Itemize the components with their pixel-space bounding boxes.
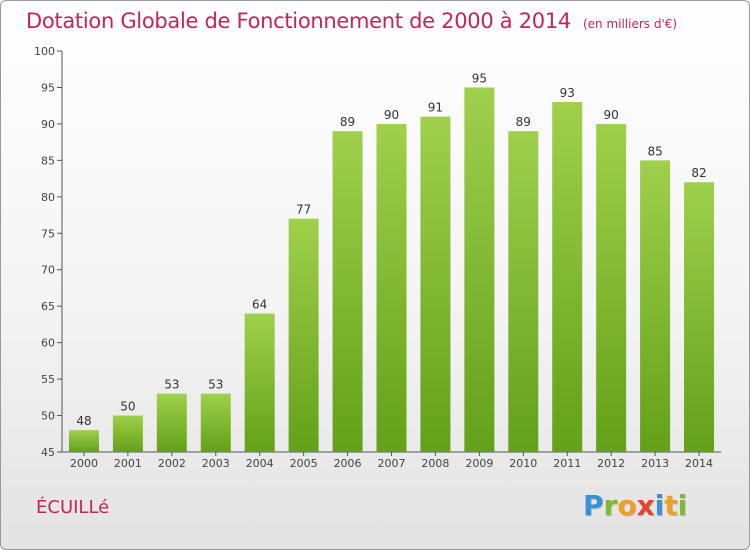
bar-2001 xyxy=(112,415,143,452)
value-label-2001: 50 xyxy=(120,400,135,414)
x-tick-label-2009: 2009 xyxy=(465,457,493,470)
value-label-2013: 85 xyxy=(647,144,662,158)
value-label-2003: 53 xyxy=(208,378,223,392)
chart-subtitle: (en milliers d'€) xyxy=(582,17,678,31)
bar-2012 xyxy=(596,123,627,452)
value-label-2000: 48 xyxy=(76,414,91,428)
y-tick-label: 95 xyxy=(41,81,55,94)
y-tick-label: 55 xyxy=(41,373,55,386)
chart-axes: 45 50 55 60 65 70 75 80 85 90 95 100 xyxy=(34,45,721,459)
y-tick-label: 100 xyxy=(34,45,55,58)
x-tick-label-2002: 2002 xyxy=(158,457,186,470)
y-tick-label: 90 xyxy=(41,118,55,131)
y-tick-label: 85 xyxy=(41,154,55,167)
logo-letter: i xyxy=(677,489,688,522)
bar-2002 xyxy=(156,393,187,452)
logo-letter: r xyxy=(603,489,618,522)
x-tick-label-2000: 2000 xyxy=(70,457,98,470)
bar-2004 xyxy=(244,313,275,452)
chart-labels: 48 2000 50 2001 53 2002 53 2003 64 2004 77 2005 89 20… xyxy=(70,71,713,470)
y-tick-label: 75 xyxy=(41,227,55,240)
bar-2003 xyxy=(200,393,231,452)
value-label-2009: 95 xyxy=(472,71,487,85)
bar-2007 xyxy=(376,123,407,452)
y-tick-label: 60 xyxy=(41,337,55,350)
bar-2006 xyxy=(332,131,363,452)
y-tick-label: 65 xyxy=(41,300,55,313)
bar-2000 xyxy=(68,430,99,452)
x-tick-label-2010: 2010 xyxy=(509,457,537,470)
bar-2014 xyxy=(684,182,715,452)
bar-2008 xyxy=(420,116,451,453)
chart-title: Dotation Globale de Fonctionnement de 20… xyxy=(26,9,678,33)
bar-2013 xyxy=(640,160,671,452)
logo-letter: i xyxy=(654,489,665,522)
value-label-2005: 77 xyxy=(296,203,311,217)
logo-letter: x xyxy=(636,489,655,522)
x-tick-label-2006: 2006 xyxy=(334,457,362,470)
value-label-2014: 82 xyxy=(691,166,706,180)
value-label-2010: 89 xyxy=(516,115,531,129)
value-label-2011: 93 xyxy=(560,86,575,100)
bar-2011 xyxy=(552,102,583,452)
x-tick-label-2003: 2003 xyxy=(202,457,230,470)
x-tick-label-2008: 2008 xyxy=(421,457,449,470)
logo-letter: P xyxy=(583,489,604,522)
bar-2009 xyxy=(464,87,495,453)
value-label-2004: 64 xyxy=(252,297,267,311)
x-tick-label-2012: 2012 xyxy=(597,457,625,470)
value-label-2006: 89 xyxy=(340,115,355,129)
logo-letter: t xyxy=(664,489,678,522)
x-tick-label-2007: 2007 xyxy=(378,457,406,470)
value-label-2002: 53 xyxy=(164,378,179,392)
x-tick-label-2013: 2013 xyxy=(641,457,669,470)
chart-bars xyxy=(68,87,715,453)
x-tick-label-2004: 2004 xyxy=(246,457,274,470)
value-label-2012: 90 xyxy=(604,108,619,122)
x-tick-label-2011: 2011 xyxy=(553,457,581,470)
x-tick-label-2001: 2001 xyxy=(114,457,142,470)
commune-name: ÉCUILLé xyxy=(36,497,110,518)
proxiti-logo: Proxiti xyxy=(583,489,687,522)
y-tick-label: 70 xyxy=(41,264,55,277)
logo-letter: o xyxy=(617,489,637,522)
bar-2010 xyxy=(508,131,539,452)
x-tick-label-2005: 2005 xyxy=(290,457,318,470)
bar-2005 xyxy=(288,218,319,452)
y-tick-label: 45 xyxy=(41,446,55,459)
y-tick-label: 80 xyxy=(41,191,55,204)
value-label-2008: 91 xyxy=(428,101,443,115)
y-tick-label: 50 xyxy=(41,410,55,423)
x-tick-label-2014: 2014 xyxy=(685,457,713,470)
value-label-2007: 90 xyxy=(384,108,399,122)
